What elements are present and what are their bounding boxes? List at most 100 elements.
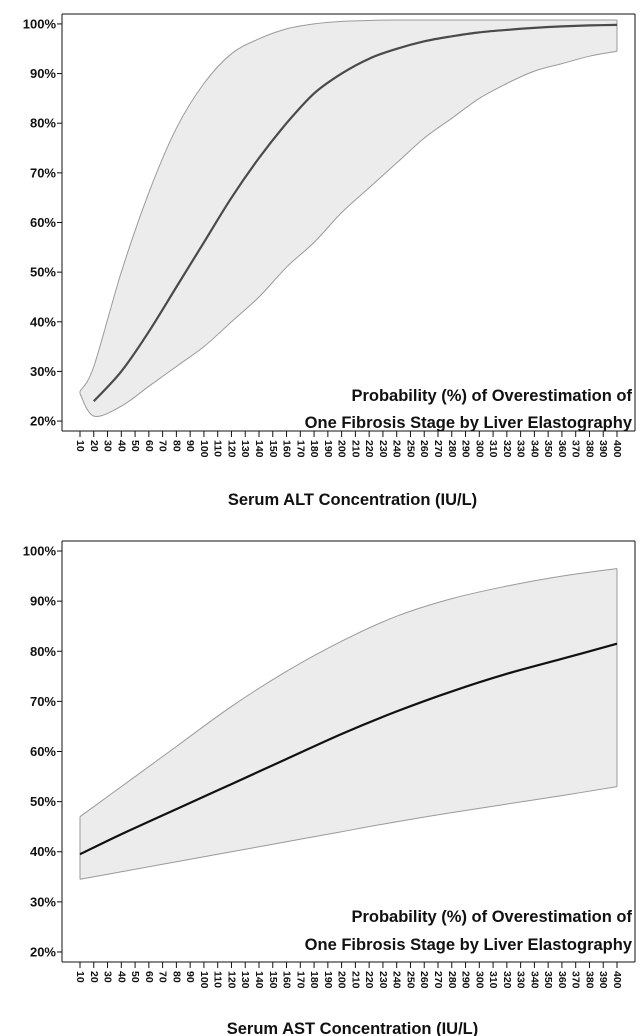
alt-ytick-label: 20% bbox=[30, 414, 56, 429]
ast-xtick-label: 180 bbox=[308, 971, 320, 989]
alt-xtick-label: 330 bbox=[515, 440, 527, 458]
alt-ytick-label: 100% bbox=[23, 16, 57, 31]
ast-xtick-label: 20 bbox=[88, 971, 100, 983]
alt-xtick-label: 310 bbox=[487, 440, 499, 458]
ast-xtick-label: 90 bbox=[184, 971, 196, 983]
alt-annotation-line-1: Probability (%) of Overestimation of bbox=[351, 387, 632, 405]
alt-xtick-label: 10 bbox=[74, 440, 86, 452]
alt-xtick-label: 360 bbox=[556, 440, 568, 458]
alt-xtick-label: 370 bbox=[570, 440, 582, 458]
alt-xtick-label: 110 bbox=[212, 440, 224, 457]
ast-xtick-label: 130 bbox=[239, 971, 251, 989]
ast-xtick-label: 300 bbox=[473, 971, 485, 989]
ast-xtick-label: 150 bbox=[267, 971, 279, 989]
alt-ytick-label: 60% bbox=[30, 215, 56, 230]
ast-xtick-label: 70 bbox=[157, 971, 169, 983]
ast-ytick-label: 80% bbox=[30, 644, 56, 659]
alt-xtick-label: 130 bbox=[239, 440, 251, 458]
alt-xtick-label: 220 bbox=[363, 440, 375, 458]
alt-ytick-label: 80% bbox=[30, 116, 56, 131]
alt-xtick-label: 50 bbox=[129, 440, 141, 452]
ast-xtick-label: 60 bbox=[143, 971, 155, 983]
ast-ytick-label: 40% bbox=[30, 844, 56, 859]
alt-xtick-label: 60 bbox=[143, 440, 155, 452]
alt-xtick-label: 390 bbox=[597, 440, 609, 458]
alt-xtick-label: 230 bbox=[377, 440, 389, 458]
alt-xtick-label: 280 bbox=[446, 440, 458, 458]
ast-xtick-label: 10 bbox=[74, 971, 86, 983]
alt-xtick-label: 120 bbox=[225, 440, 237, 458]
ast-xtick-label: 340 bbox=[528, 971, 540, 989]
ast-ytick-label: 100% bbox=[23, 544, 57, 559]
alt-xtick-label: 70 bbox=[157, 440, 169, 452]
ast-xtick-label: 30 bbox=[102, 971, 114, 983]
alt-xtick-label: 270 bbox=[432, 440, 444, 458]
ast-xtick-label: 380 bbox=[583, 971, 595, 989]
alt-ytick-label: 50% bbox=[30, 265, 56, 280]
ast-ytick-label: 30% bbox=[30, 894, 56, 909]
ast-xtick-label: 250 bbox=[404, 971, 416, 989]
alt-xtick-label: 140 bbox=[253, 440, 265, 458]
ast-xtick-label: 230 bbox=[377, 971, 389, 989]
ast-xtick-label: 190 bbox=[322, 971, 334, 989]
alt-xtick-label: 400 bbox=[611, 440, 623, 458]
alt-x-axis-label: Serum ALT Concentration (IU/L) bbox=[228, 491, 477, 509]
alt-upper-bound-line bbox=[79, 19, 617, 392]
alt-xtick-label: 40 bbox=[115, 440, 127, 452]
alt-xtick-label: 350 bbox=[542, 440, 554, 458]
ast-xtick-label: 330 bbox=[515, 971, 527, 989]
ast-upper-bound-line bbox=[79, 568, 618, 818]
ast-xtick-label: 310 bbox=[487, 971, 499, 989]
ast-xtick-label: 360 bbox=[556, 971, 568, 989]
alt-ytick-label: 30% bbox=[30, 364, 56, 379]
alt-xtick-label: 210 bbox=[349, 440, 361, 458]
ast-xtick-label: 100 bbox=[198, 971, 210, 989]
ast-xtick-label: 320 bbox=[501, 971, 513, 989]
ast-xtick-label: 40 bbox=[115, 971, 127, 983]
ast-xtick-label: 50 bbox=[129, 971, 141, 983]
alt-ytick-label: 40% bbox=[30, 314, 56, 329]
alt-estimate-line bbox=[92, 23, 618, 402]
ast-xtick-label: 160 bbox=[281, 971, 293, 989]
alt-xtick-label: 380 bbox=[583, 440, 595, 458]
alt-xtick-label: 30 bbox=[102, 440, 114, 452]
alt-xtick-label: 190 bbox=[322, 440, 334, 458]
alt-ytick-label: 90% bbox=[30, 66, 56, 81]
alt-xtick-label: 100 bbox=[198, 440, 210, 458]
ast-xtick-label: 390 bbox=[597, 971, 609, 989]
ast-xtick-label: 210 bbox=[349, 971, 361, 989]
ast-annotation-line-1: Probability (%) of Overestimation of bbox=[351, 908, 632, 926]
ast-xtick-label: 280 bbox=[446, 971, 458, 989]
alt-xtick-label: 300 bbox=[473, 440, 485, 458]
ast-xtick-label: 140 bbox=[253, 971, 265, 989]
ast-x-axis-label: Serum AST Concentration (IU/L) bbox=[227, 1020, 478, 1036]
alt-xtick-label: 160 bbox=[281, 440, 293, 458]
alt-xtick-label: 180 bbox=[308, 440, 320, 458]
alt-xtick-label: 340 bbox=[528, 440, 540, 458]
ast-xtick-label: 350 bbox=[542, 971, 554, 989]
alt-confidence-band bbox=[80, 19, 617, 417]
ast-xtick-label: 170 bbox=[294, 971, 306, 989]
alt-chart-svg: 20% 30% 40% 50% 60% 70% 80% 90% 100% 10 20 30 40 50 60… bbox=[23, 13, 636, 509]
alt-xtick-label: 170 bbox=[294, 440, 306, 458]
ast-estimate-line bbox=[79, 642, 618, 856]
ast-xtick-label: 400 bbox=[611, 971, 623, 989]
ast-chart-svg: 20% 30% 40% 50% 60% 70% 80% 90% 100% 10 20 30 40 50 60… bbox=[23, 540, 636, 1036]
ast-xtick-label: 370 bbox=[570, 971, 582, 989]
ast-xtick-label: 220 bbox=[363, 971, 375, 989]
ast-xtick-label: 240 bbox=[391, 971, 403, 989]
alt-xtick-label: 90 bbox=[184, 440, 196, 452]
ast-xtick-label: 270 bbox=[432, 971, 444, 989]
ast-ytick-label: 70% bbox=[30, 694, 56, 709]
ast-xtick-label: 120 bbox=[225, 971, 237, 989]
alt-xtick-label: 240 bbox=[391, 440, 403, 458]
alt-ytick-label: 70% bbox=[30, 165, 56, 180]
alt-lower-bound-line bbox=[79, 50, 618, 417]
ast-xtick-label: 110 bbox=[212, 971, 224, 988]
alt-annotation-line-2: One Fibrosis Stage by Liver Elastography bbox=[305, 414, 633, 432]
ast-annotation-line-2: One Fibrosis Stage by Liver Elastography bbox=[305, 936, 633, 954]
ast-xtick-label: 290 bbox=[460, 971, 472, 989]
ast-confidence-band bbox=[80, 568, 617, 880]
alt-xtick-label: 250 bbox=[404, 440, 416, 458]
ast-ytick-label: 50% bbox=[30, 794, 56, 809]
